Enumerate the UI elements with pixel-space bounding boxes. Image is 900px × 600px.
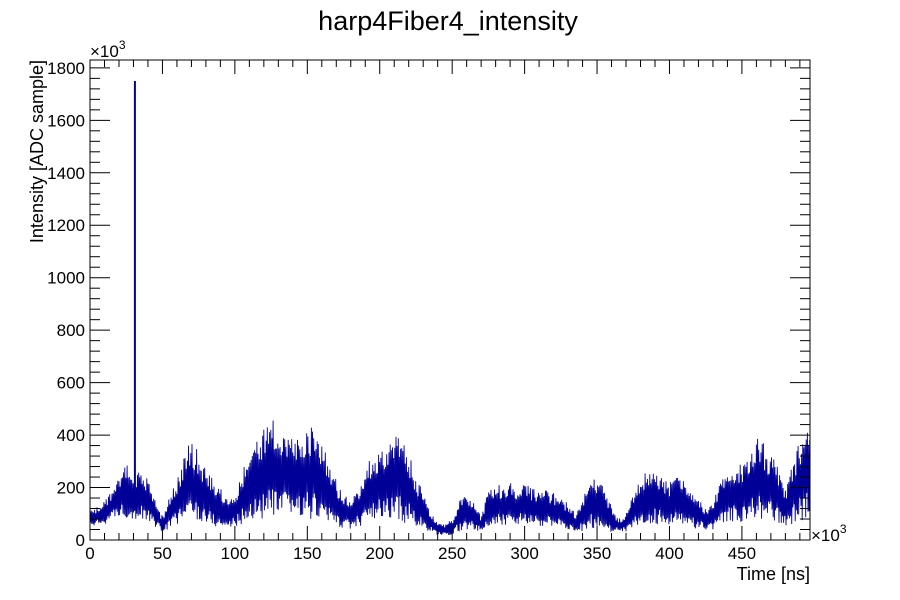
x-tick-label: 300 — [510, 544, 538, 563]
y-axis-label: Intensity [ADC sample] — [27, 60, 47, 243]
y-tick-label: 0 — [76, 531, 85, 550]
series-line — [89, 420, 811, 536]
x-axis-multiplier: ×103 — [811, 522, 847, 545]
plot-frame — [89, 59, 811, 541]
x-tick-label: 250 — [438, 544, 466, 563]
x-tick-label: 450 — [728, 544, 756, 563]
x-multiplier-exponent: 3 — [840, 522, 847, 536]
x-axis-ticks: 0 50 100 150 200 250 300 350 400 450 — [85, 60, 801, 563]
y-tick-label: 1800 — [47, 59, 85, 78]
x-axis-label: Time [ns] — [737, 564, 810, 584]
x-tick-label: 400 — [655, 544, 683, 563]
x-tick-label: 0 — [85, 544, 94, 563]
x-tick-label: 150 — [293, 544, 321, 563]
x-tick-label: 100 — [221, 544, 249, 563]
y-multiplier-base: ×10 — [90, 42, 119, 61]
y-tick-label: 1000 — [47, 269, 85, 288]
plot-area — [89, 80, 811, 536]
x-tick-label: 50 — [153, 544, 172, 563]
y-tick-label: 1600 — [47, 111, 85, 130]
y-tick-label: 1200 — [47, 216, 85, 235]
x-tick-label: 350 — [583, 544, 611, 563]
y-tick-label: 200 — [57, 479, 85, 498]
chart-title: harp4Fiber4_intensity — [318, 6, 578, 36]
y-tick-label: 400 — [57, 426, 85, 445]
x-tick-label: 200 — [366, 544, 394, 563]
y-axis-ticks: 0 200 400 600 800 1000 1200 1400 1600 1800 — [47, 59, 810, 550]
x-multiplier-base: ×10 — [811, 526, 840, 545]
y-tick-label: 800 — [57, 321, 85, 340]
y-tick-label: 1400 — [47, 164, 85, 183]
y-multiplier-exponent: 3 — [119, 38, 126, 52]
y-axis-multiplier: ×103 — [90, 38, 126, 61]
y-tick-label: 600 — [57, 374, 85, 393]
